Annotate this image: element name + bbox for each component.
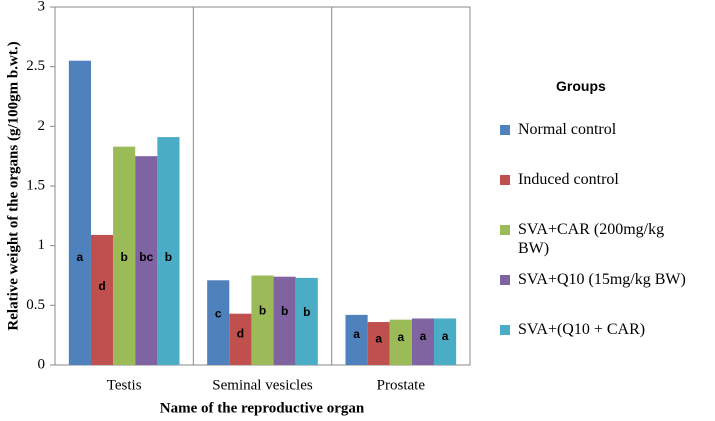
significance-letter: a xyxy=(397,330,404,344)
bar xyxy=(157,137,180,365)
significance-letter: a xyxy=(420,329,427,343)
bar xyxy=(207,280,230,365)
significance-letter: b xyxy=(165,250,172,264)
significance-letter: a xyxy=(353,327,360,341)
legend-label: SVA+(Q10 + CAR) xyxy=(518,321,646,338)
legend-label: Induced control xyxy=(518,171,619,188)
y-tick-label: 3 xyxy=(38,0,46,14)
bar xyxy=(113,146,136,365)
y-tick-label: 0.5 xyxy=(26,297,45,313)
legend-item: SVA+(Q10 + CAR) xyxy=(500,320,700,370)
y-tick-label: 0 xyxy=(38,356,46,372)
x-axis-label: Name of the reproductive organ xyxy=(160,400,365,416)
bar xyxy=(135,156,158,365)
significance-letter: b xyxy=(120,250,127,264)
significance-letter: a xyxy=(375,331,382,345)
bar xyxy=(68,60,91,365)
legend-label: SVA+CAR (200mg/kg BW) xyxy=(518,221,665,257)
bar xyxy=(273,276,296,365)
bar xyxy=(251,275,274,365)
significance-letter: d xyxy=(98,279,105,293)
significance-letter: b xyxy=(303,305,310,319)
significance-letter: b xyxy=(259,303,266,317)
y-tick-label: 2.5 xyxy=(26,58,45,74)
legend-item: Induced control xyxy=(500,170,700,220)
x-tick-label: Testis xyxy=(107,377,142,393)
y-tick-label: 1.5 xyxy=(26,177,45,193)
significance-letter: b xyxy=(281,304,288,318)
bar xyxy=(389,319,412,365)
significance-letter: bc xyxy=(139,250,153,264)
legend-swatch xyxy=(500,325,510,335)
legend-label: Normal control xyxy=(518,121,617,138)
legend-title: Groups xyxy=(556,78,606,94)
y-tick-label: 2 xyxy=(38,118,46,134)
significance-letter: c xyxy=(215,306,222,320)
legend-swatch xyxy=(500,175,510,185)
legend-item: SVA+CAR (200mg/kg BW) xyxy=(500,220,700,270)
legend-item: SVA+Q10 (15mg/kg BW) xyxy=(500,270,700,320)
significance-letter: a xyxy=(442,329,449,343)
y-axis-label: Relative weight of the organs (g/100gm b… xyxy=(5,41,21,330)
x-tick-label: Prostate xyxy=(377,377,426,393)
bar xyxy=(295,277,318,365)
x-tick-label: Seminal vesicles xyxy=(212,377,313,393)
bar xyxy=(229,313,252,365)
significance-letter: a xyxy=(77,250,84,264)
bar xyxy=(367,322,390,365)
significance-letter: d xyxy=(237,326,244,340)
legend-swatch xyxy=(500,275,510,285)
legend-label: SVA+Q10 (15mg/kg BW) xyxy=(518,271,686,288)
bar xyxy=(345,314,368,365)
legend-swatch xyxy=(500,125,510,135)
bar xyxy=(90,234,114,365)
y-tick-label: 1 xyxy=(38,237,46,253)
legend-item: Normal control xyxy=(500,120,700,170)
legend-swatch xyxy=(500,225,510,235)
bar xyxy=(411,318,435,365)
bar xyxy=(434,318,457,365)
legend: Groups Normal control Induced control SVA+… xyxy=(500,78,700,370)
